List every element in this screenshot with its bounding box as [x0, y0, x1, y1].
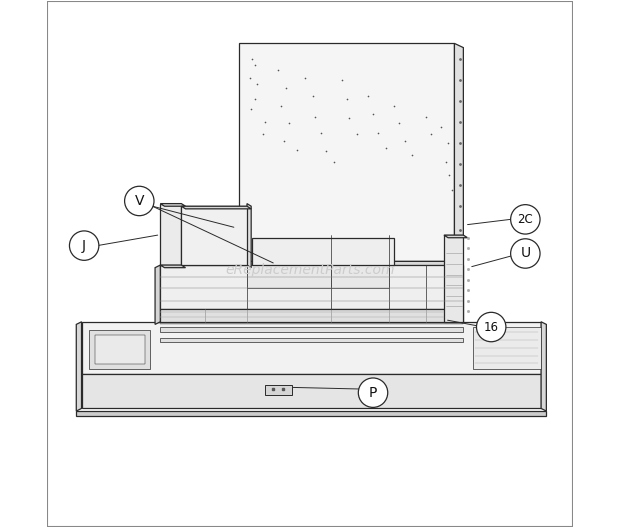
Polygon shape [454, 43, 463, 266]
Circle shape [358, 378, 388, 408]
Text: 16: 16 [484, 320, 498, 334]
Polygon shape [541, 322, 546, 411]
Text: V: V [135, 194, 144, 208]
Polygon shape [473, 327, 541, 369]
Polygon shape [239, 261, 463, 266]
Circle shape [69, 231, 99, 260]
Polygon shape [76, 411, 546, 416]
Polygon shape [181, 206, 251, 209]
Polygon shape [161, 323, 463, 324]
Polygon shape [161, 265, 463, 309]
Polygon shape [89, 329, 150, 369]
Circle shape [511, 239, 540, 268]
Polygon shape [247, 265, 331, 288]
Text: U: U [520, 247, 530, 260]
Circle shape [477, 313, 506, 342]
Polygon shape [181, 206, 247, 265]
Polygon shape [161, 327, 463, 332]
Polygon shape [247, 204, 251, 268]
Polygon shape [265, 385, 291, 395]
Polygon shape [161, 309, 463, 322]
Polygon shape [444, 235, 463, 322]
Text: P: P [369, 385, 377, 400]
Polygon shape [161, 337, 463, 342]
Circle shape [125, 186, 154, 215]
Text: 2C: 2C [518, 213, 533, 226]
Polygon shape [161, 204, 185, 206]
Polygon shape [95, 335, 144, 364]
Polygon shape [81, 322, 541, 374]
Polygon shape [76, 322, 81, 411]
Polygon shape [161, 265, 185, 268]
Polygon shape [444, 235, 467, 238]
Polygon shape [331, 265, 389, 288]
Text: J: J [82, 239, 86, 252]
Polygon shape [161, 204, 181, 265]
Polygon shape [252, 238, 394, 265]
Polygon shape [81, 374, 541, 409]
Text: eReplacementParts.com: eReplacementParts.com [225, 263, 395, 277]
Polygon shape [239, 43, 454, 261]
Circle shape [511, 205, 540, 234]
Polygon shape [155, 265, 161, 324]
